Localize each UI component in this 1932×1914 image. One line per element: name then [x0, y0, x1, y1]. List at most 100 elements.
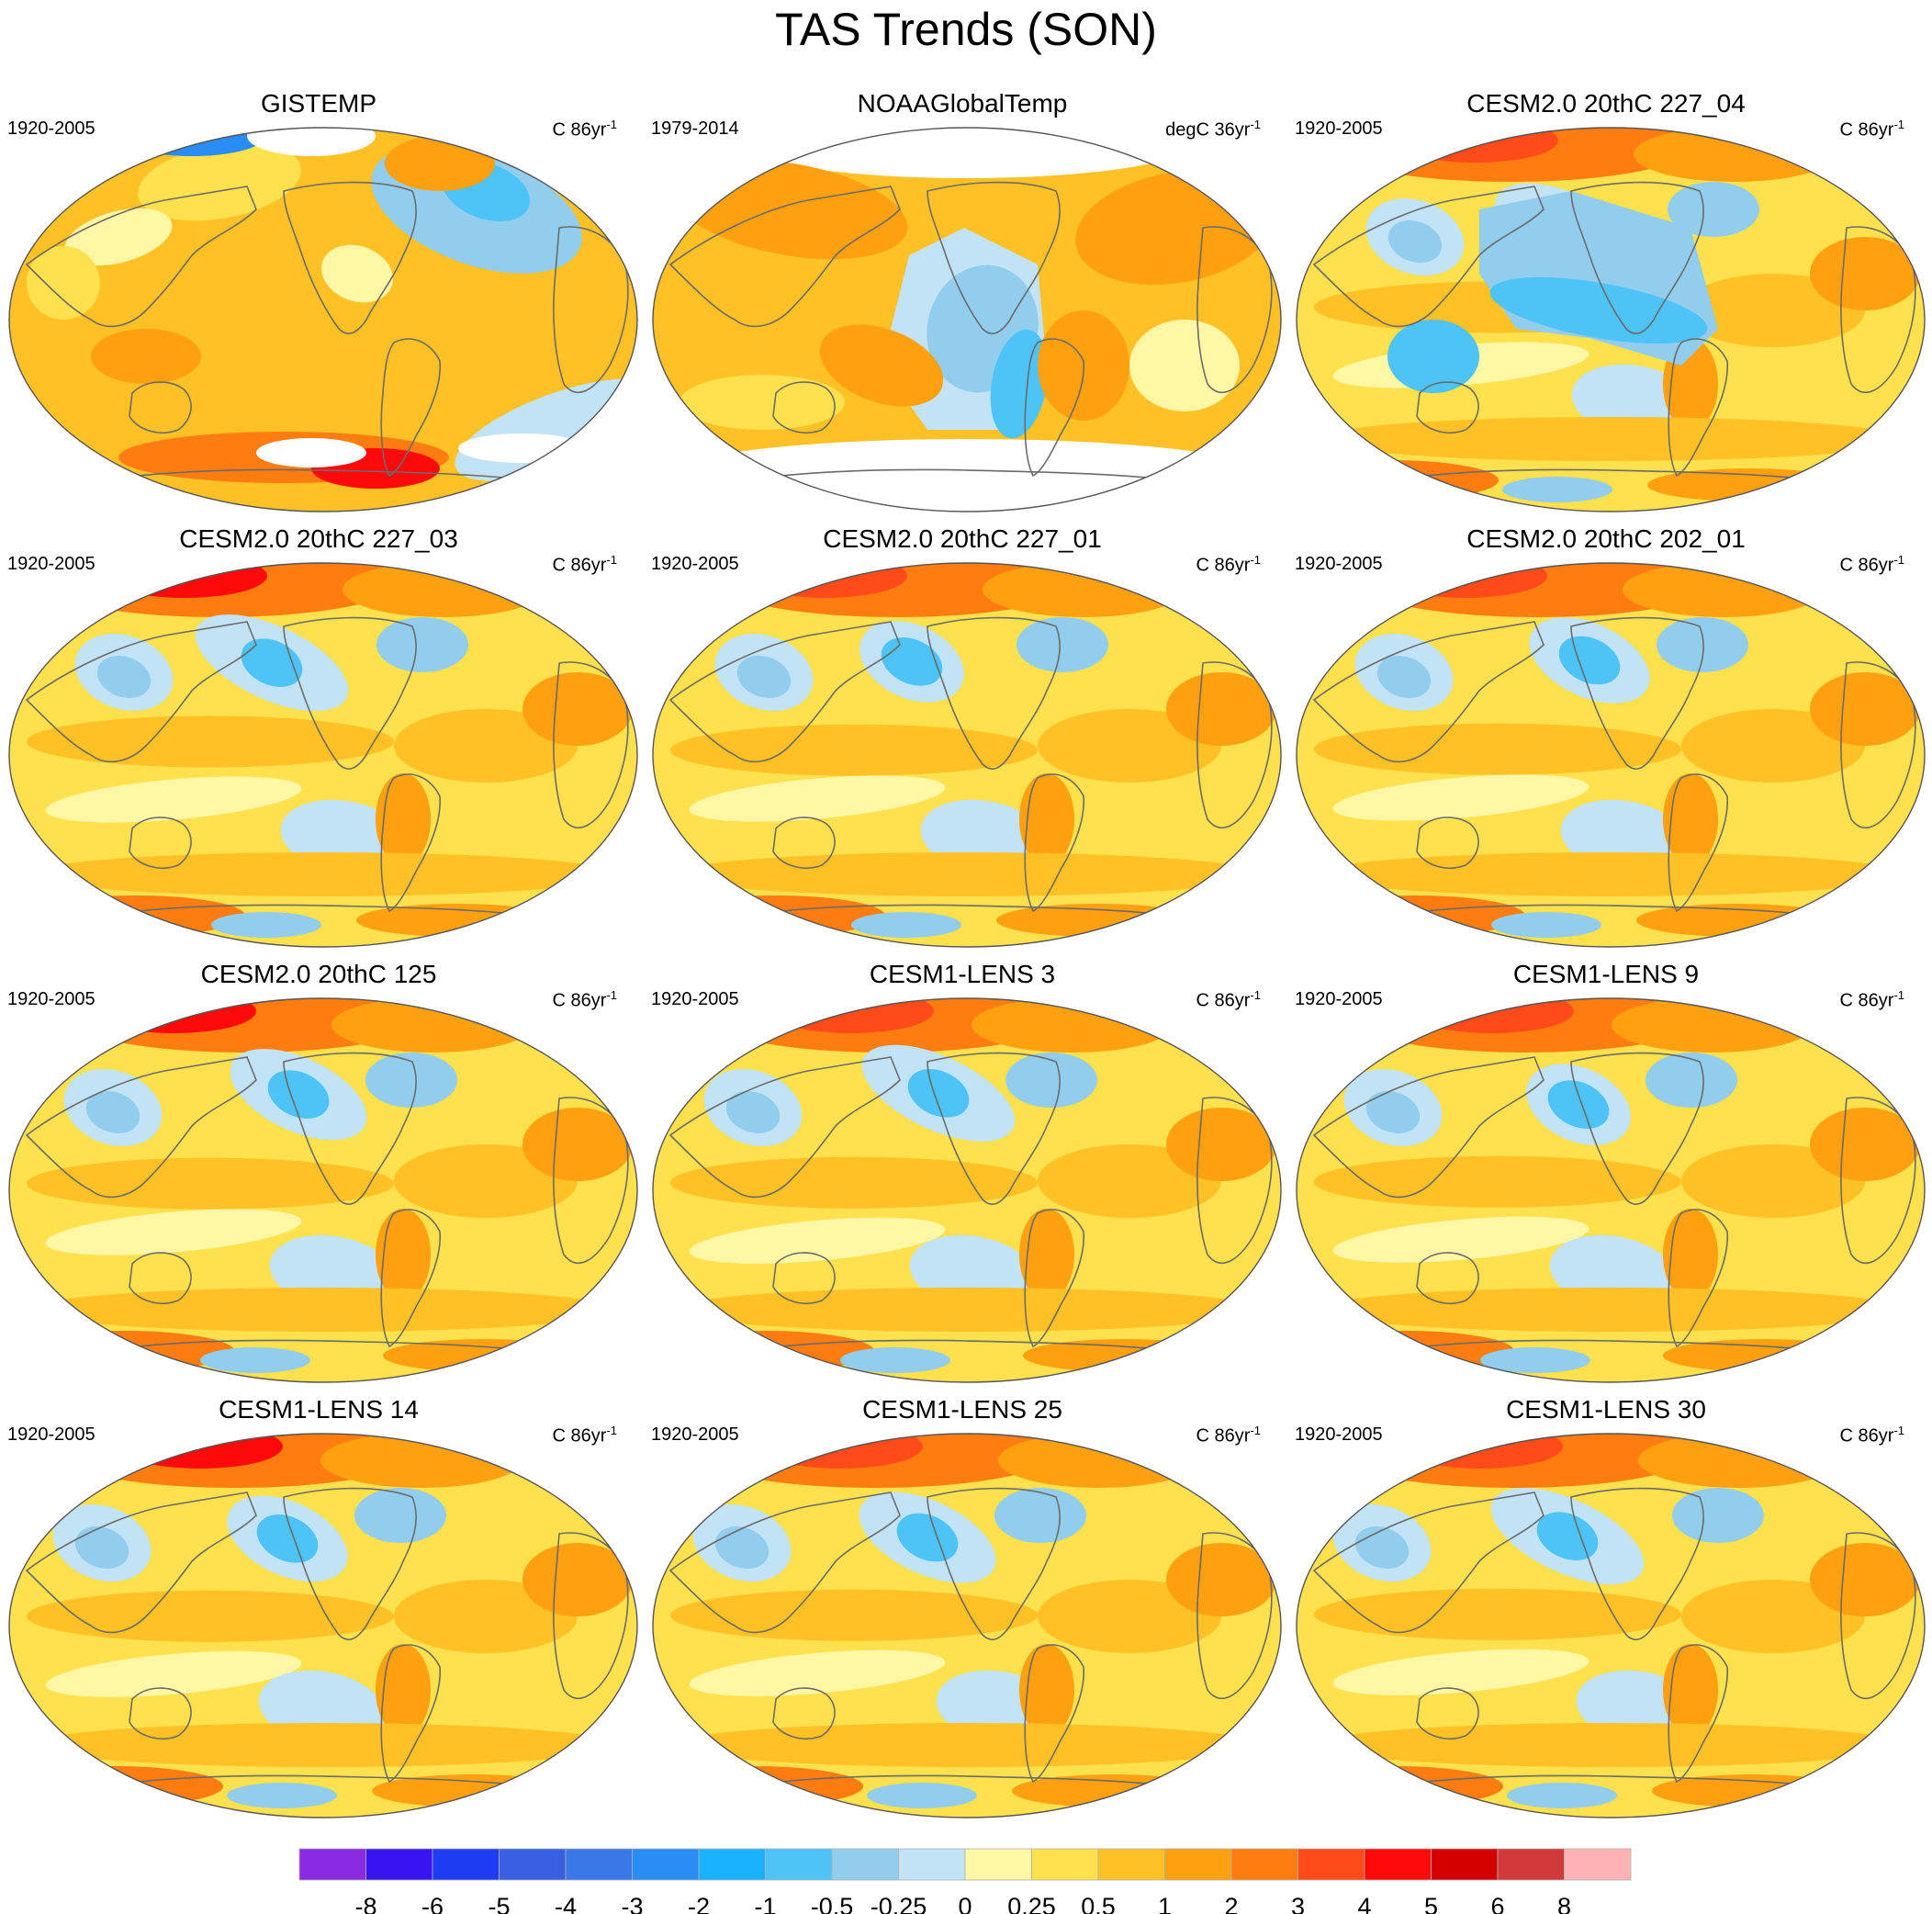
- trend-region: [983, 563, 1185, 617]
- units-exponent: -1: [606, 1424, 617, 1437]
- trend-region: [267, 1070, 330, 1119]
- trend-region: [1317, 1723, 1904, 1767]
- colorbar-swatch: [565, 1848, 633, 1881]
- map-panel: CESM1-LENS 3 1920-2005 C 86yr-1: [644, 959, 1282, 1390]
- map-outline: [8, 997, 638, 1383]
- period-label: 1920-2005: [1295, 554, 1383, 574]
- colorbar-swatch: [898, 1848, 966, 1881]
- units-text: degC 36yr: [1165, 119, 1251, 141]
- trend-field: [1297, 998, 1925, 1382]
- trend-region: [1012, 1774, 1214, 1807]
- colorbar-swatch: [1364, 1848, 1432, 1881]
- missing-data-region: [458, 433, 587, 463]
- period-label: 1920-2005: [651, 554, 739, 574]
- map-outline: [652, 997, 1282, 1383]
- units-text: C 86yr: [1196, 1425, 1251, 1447]
- trend-field: [9, 563, 637, 947]
- trend-region: [227, 1783, 337, 1808]
- colorbar-tick-label: -4: [555, 1893, 577, 1914]
- map-panel: CESM2.0 20thC 202_01 1920-2005 C 86yr-1: [1287, 524, 1926, 955]
- period-label: 1920-2005: [651, 989, 739, 1009]
- period-label: 1920-2005: [7, 118, 95, 139]
- map-panel: CESM1-LENS 30 1920-2005 C 86yr-1: [1287, 1394, 1926, 1826]
- north-america-coastline: [283, 616, 417, 770]
- trend-region: [1387, 320, 1479, 393]
- map-outline: [1296, 1433, 1926, 1818]
- australia-coastline: [772, 1252, 836, 1304]
- trend-region: [385, 136, 495, 191]
- trend-region: [376, 773, 431, 865]
- trend-region: [85, 1090, 140, 1134]
- map-outline: [1296, 562, 1926, 948]
- units-label: C 86yr-1: [553, 114, 617, 141]
- period-label: 1920-2005: [1295, 989, 1383, 1009]
- robinson-map: [652, 997, 1282, 1383]
- trend-region: [1647, 468, 1849, 501]
- trend-region: [27, 1157, 394, 1210]
- trend-region: [1507, 1783, 1617, 1808]
- colorbar-tick-label: -6: [421, 1893, 444, 1914]
- australia-coastline: [772, 381, 836, 433]
- trend-region: [1317, 852, 1904, 896]
- trend-region: [1547, 1080, 1610, 1129]
- south-america-coastline: [1024, 338, 1084, 478]
- trend-field: [1297, 128, 1925, 512]
- trend-region: [851, 912, 961, 938]
- panel-title: GISTEMP: [260, 89, 376, 118]
- australia-coastline: [129, 1252, 192, 1304]
- map-outline: [1296, 127, 1926, 512]
- australia-coastline: [1416, 816, 1479, 869]
- colorbar-swatch: [1097, 1848, 1165, 1881]
- panel-title: CESM1-LENS 3: [869, 960, 1056, 988]
- trend-region: [1480, 1347, 1590, 1373]
- trend-region: [1657, 617, 1748, 672]
- units-exponent: -1: [1893, 553, 1904, 567]
- robinson-map: [652, 127, 1282, 512]
- trend-region: [1314, 1155, 1681, 1208]
- units-exponent: -1: [1893, 1424, 1904, 1437]
- robinson-map: [8, 127, 638, 512]
- trend-region: [45, 1209, 302, 1255]
- asia-coastline: [1312, 621, 1544, 763]
- trend-region: [1005, 1053, 1097, 1108]
- trend-region: [1634, 128, 1836, 182]
- colorbar-tick-label: -1: [754, 1893, 776, 1914]
- colorbar-swatch: [432, 1848, 500, 1881]
- colorbar-swatch: [365, 1848, 433, 1881]
- colorbar-swatch: [1297, 1848, 1365, 1881]
- map-outline: [652, 1433, 1282, 1818]
- north-america-coastline: [927, 1487, 1061, 1640]
- units-label: C 86yr-1: [553, 985, 617, 1012]
- units-text: C 86yr: [552, 1425, 607, 1447]
- trend-field: [9, 1434, 637, 1818]
- trend-region: [211, 912, 321, 938]
- panel-title: CESM1-LENS 9: [1512, 960, 1700, 988]
- period-label: 1920-2005: [651, 1424, 739, 1445]
- asia-coastline: [1312, 1492, 1544, 1634]
- colorbar-tick-label: -5: [488, 1893, 510, 1914]
- trend-region: [680, 375, 845, 430]
- colorbar-tick-label: 0.25: [1007, 1893, 1056, 1914]
- trend-region: [354, 1488, 446, 1543]
- colorbar-tick-label: 0: [958, 1893, 972, 1914]
- trend-region: [1314, 723, 1681, 775]
- trend-region: [9, 1766, 223, 1807]
- colorbar-tick-label: 0.5: [1081, 1893, 1116, 1914]
- trend-region: [356, 904, 558, 937]
- trend-region: [1810, 1543, 1920, 1616]
- trend-region: [1019, 773, 1074, 865]
- trend-region: [1365, 1090, 1421, 1134]
- period-label: 1920-2005: [1295, 1424, 1383, 1445]
- colorbar-tick-label: -3: [621, 1893, 643, 1914]
- colorbar-swatch: [698, 1848, 766, 1881]
- robinson-map: [652, 562, 1282, 948]
- trend-region: [1652, 1774, 1854, 1807]
- australia-coastline: [772, 1687, 836, 1739]
- figure-title: TAS Trends (SON): [775, 4, 1157, 55]
- trend-region: [1502, 477, 1612, 502]
- trend-region: [1332, 1216, 1589, 1263]
- asia-coastline: [668, 621, 901, 763]
- units-text: C 86yr: [552, 555, 607, 576]
- trend-region: [14, 1331, 234, 1371]
- south-america-coastline: [380, 1644, 441, 1784]
